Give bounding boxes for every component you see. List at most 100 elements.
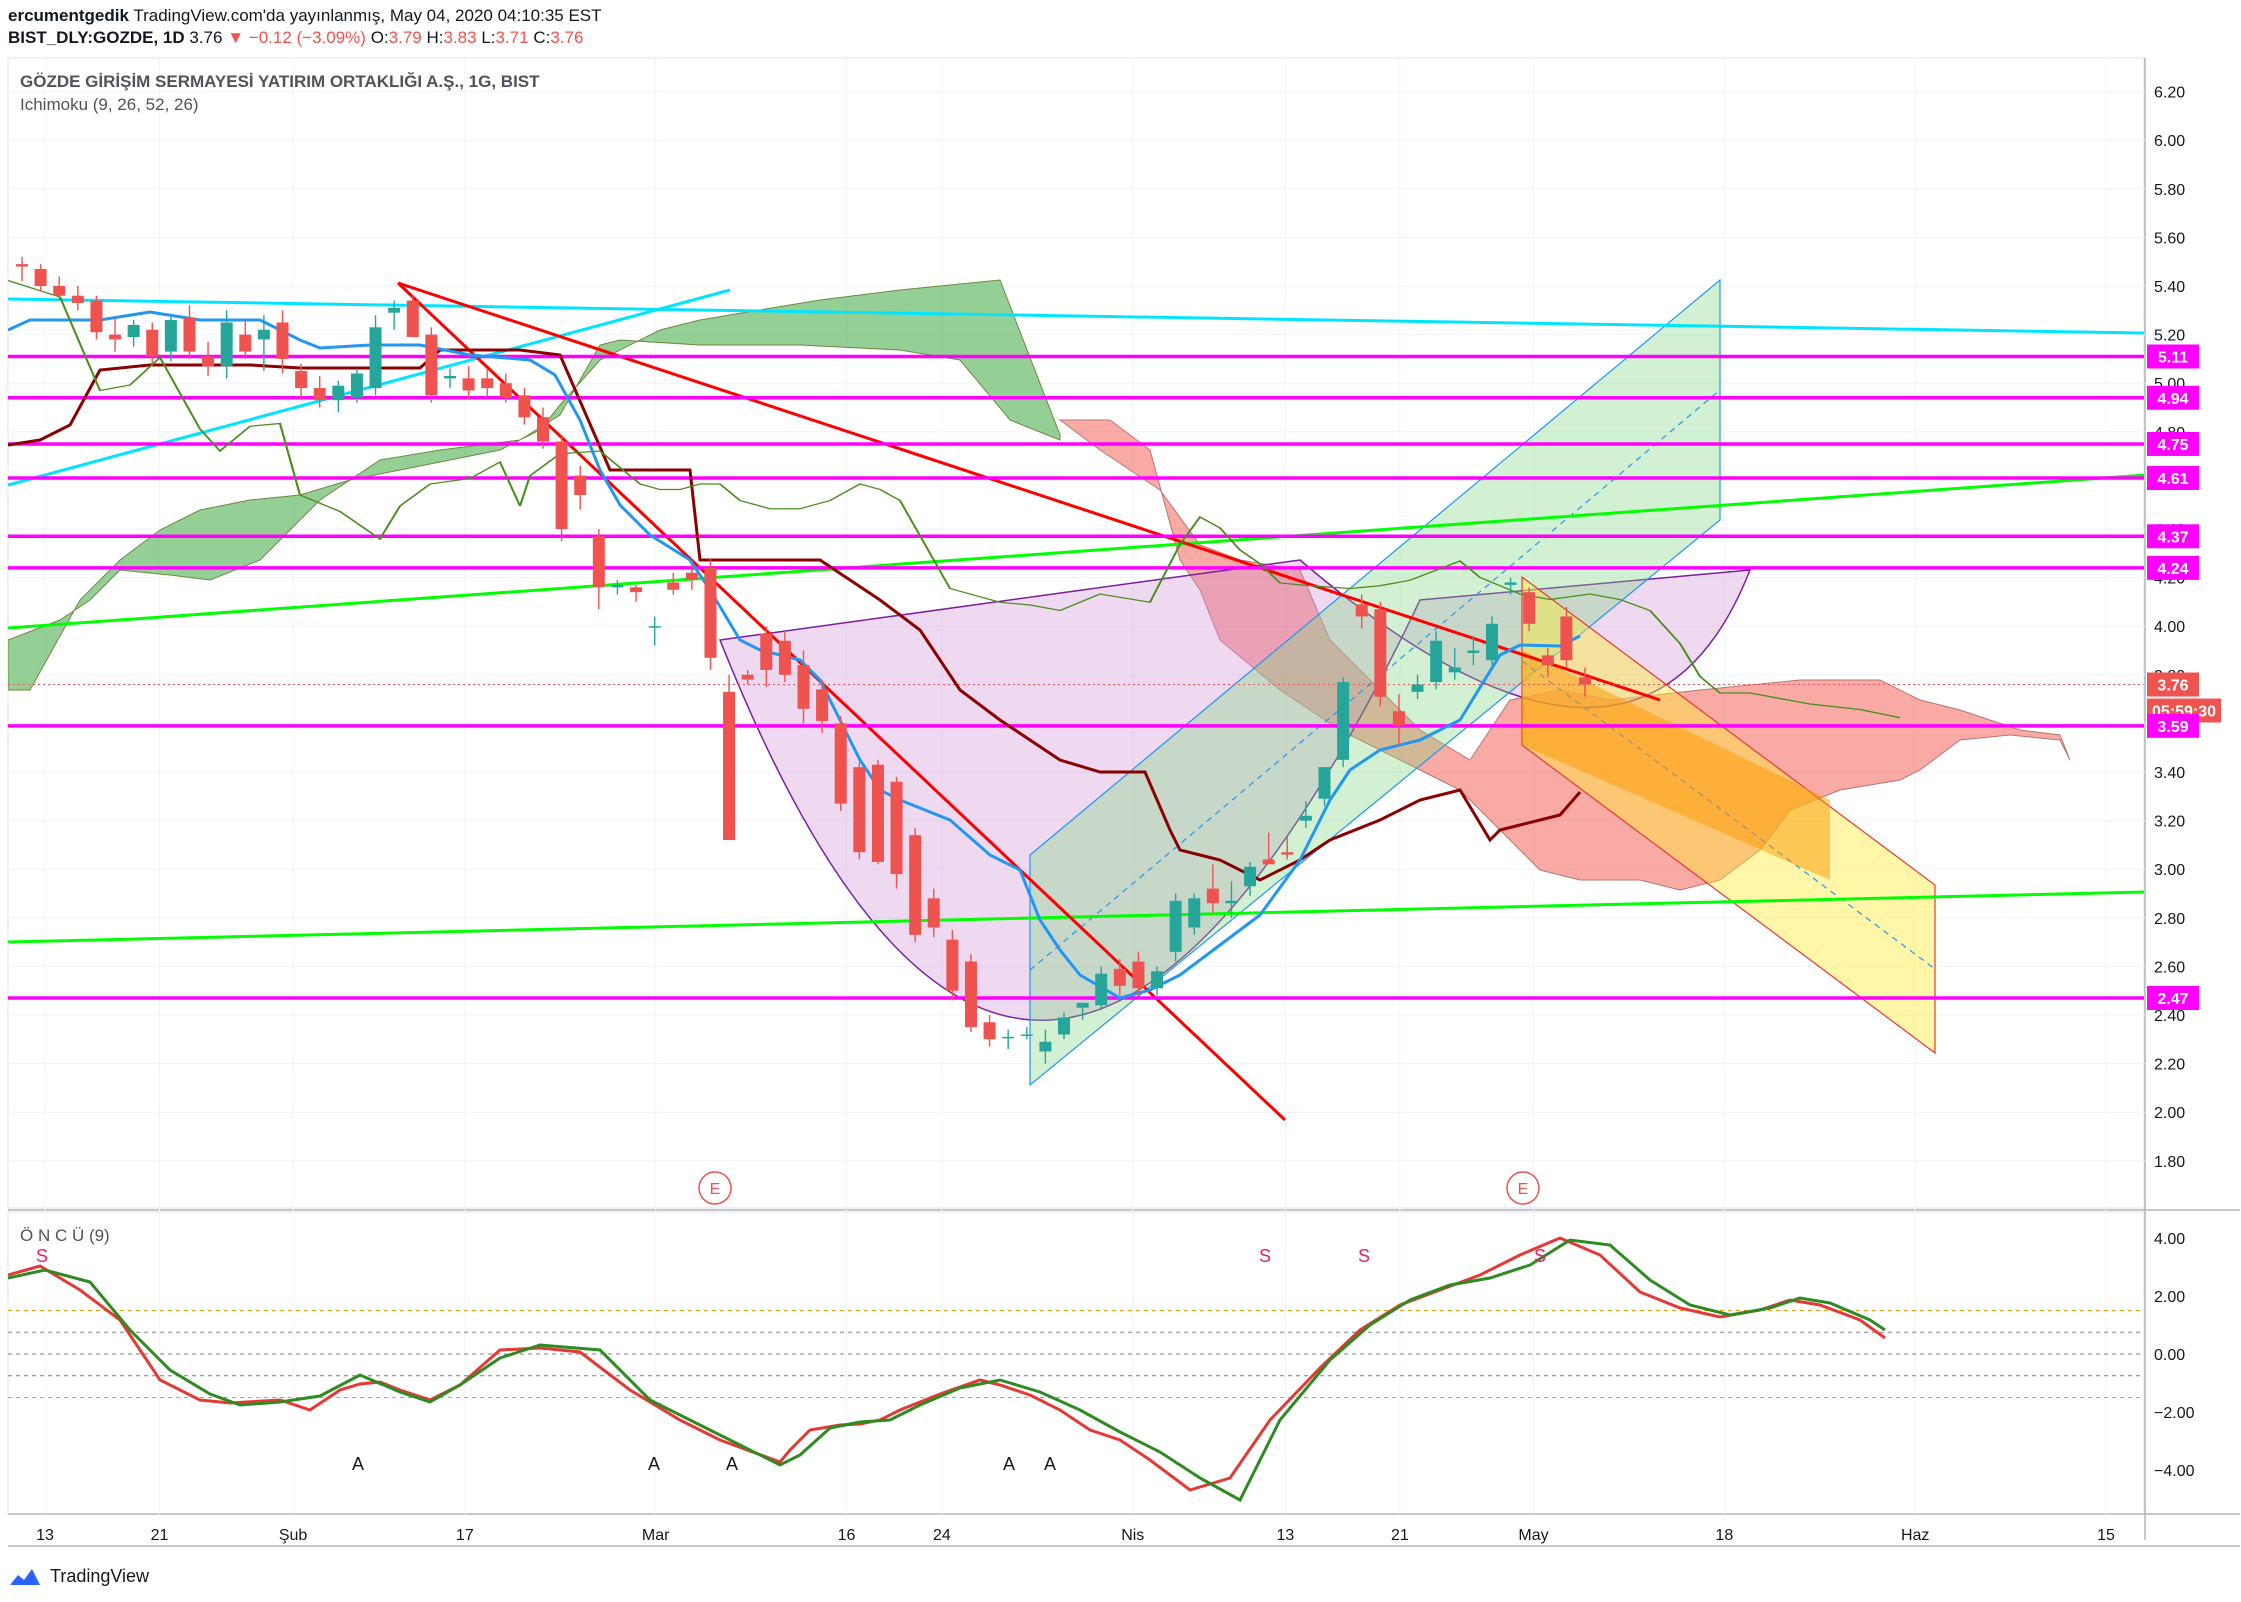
candle-body [1076, 1002, 1089, 1008]
price-axis[interactable]: 6.206.005.805.605.405.205.004.804.604.40… [2154, 85, 2195, 1480]
oscillator-green-line [8, 1238, 1886, 1503]
candle-body [797, 665, 810, 709]
time-tick: 21 [151, 1527, 169, 1544]
cloud-logo-icon [10, 1569, 40, 1585]
candle-body [648, 626, 661, 628]
candle-body [1020, 1034, 1033, 1036]
price-tick: 2.60 [2154, 959, 2185, 976]
signal-label: S [1534, 1246, 1546, 1266]
candle-body [574, 475, 587, 495]
price-tick: 2.20 [2154, 1057, 2185, 1074]
cyan-trendline-upper [8, 297, 2144, 335]
candle-body [1485, 623, 1498, 661]
candle-body [1411, 684, 1424, 692]
candle-body [741, 674, 754, 680]
price-label-box [2147, 465, 2199, 490]
candle-body [481, 378, 494, 389]
price-change: −0.12 (−3.09%) [248, 28, 366, 47]
time-tick: Şub [279, 1527, 308, 1544]
price-tick: 1.80 [2154, 1154, 2185, 1171]
candle-body [1151, 971, 1164, 989]
candle-body [71, 295, 84, 304]
candle-body [239, 334, 252, 352]
chikou-line [8, 279, 1901, 719]
candle-body [90, 300, 103, 333]
main-plot [8, 256, 2144, 1122]
candle-body [1318, 767, 1331, 799]
price-tick: 6.00 [2154, 133, 2185, 150]
channel-mid-up [1029, 389, 1721, 971]
price-tick: 5.80 [2154, 182, 2185, 199]
low-label: L: [481, 28, 496, 47]
time-tick: May [1518, 1527, 1548, 1544]
ichimoku-lines [8, 279, 1901, 1000]
price-tick: 3.40 [2154, 765, 2185, 782]
candle-body [853, 767, 866, 853]
time-tick: 13 [36, 1527, 54, 1544]
candle-body [1281, 852, 1294, 855]
candle-body [1095, 973, 1108, 1006]
time-tick: 17 [456, 1527, 474, 1544]
candle-body [1523, 592, 1536, 624]
tenkan-line [8, 310, 1581, 1000]
candle-body [1002, 1036, 1015, 1039]
price-label-text: 4.24 [2157, 561, 2188, 578]
price-label-box [2147, 431, 2199, 456]
grid-lines [8, 58, 2145, 1514]
price-tick: 5.60 [2154, 230, 2185, 247]
candle-body [276, 322, 289, 359]
candle-body [1113, 968, 1126, 986]
candle-body [53, 286, 66, 296]
symbol-label[interactable]: BIST_DLY:GOZDE, 1D [8, 28, 185, 47]
indicator-title[interactable]: Ichimoku (9, 26, 52, 26) [20, 95, 199, 114]
candle-body [778, 640, 791, 675]
candle-body [871, 764, 884, 862]
price-tick: 2.00 [2154, 1105, 2185, 1122]
candle-body [1206, 888, 1219, 904]
author-name[interactable]: ercumentgedik [8, 6, 129, 25]
candle-body [685, 572, 698, 581]
osc-tick: 0.00 [2154, 1347, 2185, 1364]
close-value: 3.76 [550, 28, 584, 47]
candle-body [16, 264, 28, 267]
time-tick: 15 [2097, 1527, 2115, 1544]
price-label-text: 3.76 [2157, 678, 2188, 695]
candle-body [1169, 900, 1182, 952]
candle-body [257, 329, 270, 340]
time-tick: 16 [838, 1527, 856, 1544]
price-tick: 6.20 [2154, 85, 2185, 102]
close-label: C: [533, 28, 551, 47]
candle-body [1504, 582, 1517, 585]
candle-body [592, 536, 605, 588]
candle-body [164, 320, 177, 352]
red-trendline-shallow [397, 281, 1661, 702]
candle-body [1374, 609, 1387, 697]
price-tick: 4.00 [2154, 619, 2185, 636]
brand-name: TradingView [50, 1565, 150, 1586]
signal-label: A [1044, 1454, 1056, 1474]
footer-brand[interactable]: TradingView [8, 1565, 149, 1587]
candle-body [202, 356, 215, 367]
earnings-marker [698, 1171, 732, 1205]
down-arrow-icon: ▼ [227, 28, 245, 47]
candle-body [388, 307, 401, 313]
candle-body [1430, 640, 1443, 683]
oscillator-title[interactable]: Ö N C Ü (9) [20, 1226, 110, 1245]
candle-body [313, 388, 326, 401]
oscillator-plot: S A A A A A S S S [8, 1236, 2144, 1503]
candle-body [183, 317, 196, 352]
candle-body [667, 582, 680, 590]
candle-body [295, 371, 308, 389]
overlap-zone [1522, 650, 1830, 880]
price-tick: 3.20 [2154, 814, 2185, 831]
high-value: 3.83 [443, 28, 477, 47]
high-label: H: [426, 28, 444, 47]
time-axis[interactable]: 13 21 Şub 17 Mar 16 24 Nis 13 21 May 18 Haz 15 [36, 1527, 2115, 1544]
candle-body [890, 781, 903, 875]
earnings-letter: E [710, 1181, 721, 1198]
candle-body [34, 268, 47, 286]
price-label-box [2147, 555, 2199, 580]
candle-body [518, 395, 531, 418]
candle-body [1225, 900, 1238, 904]
